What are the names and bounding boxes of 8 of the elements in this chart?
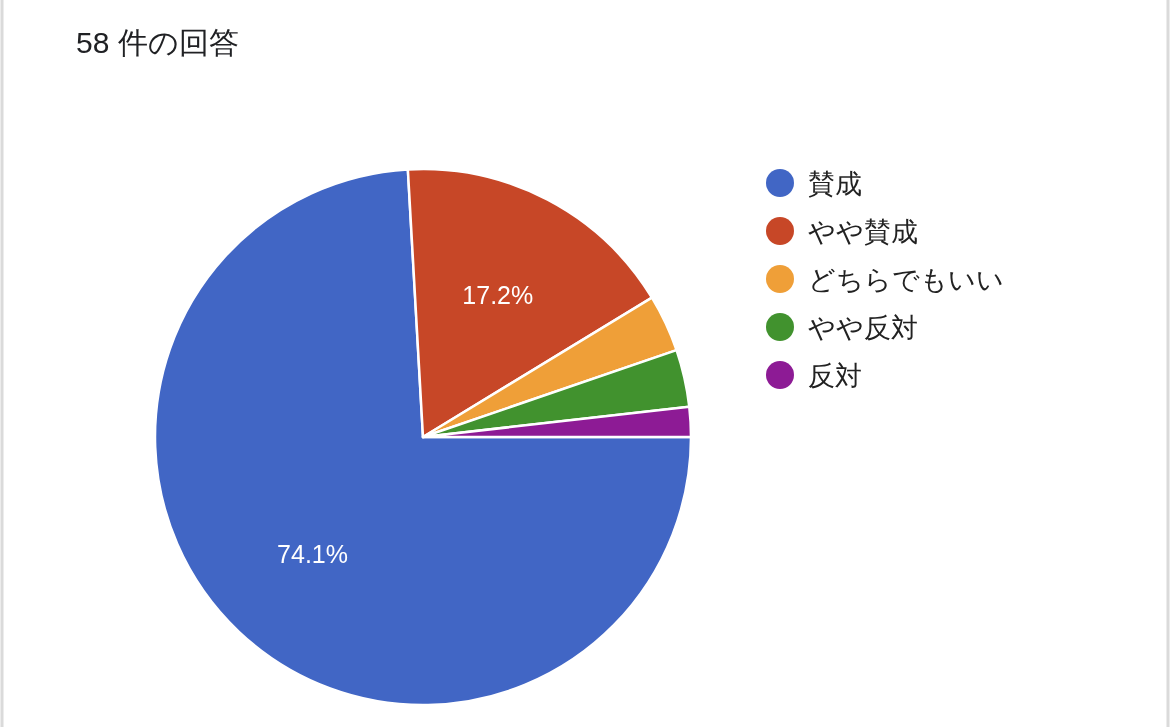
legend-label: やや反対	[808, 313, 918, 343]
legend-label: 反対	[808, 361, 862, 391]
data-label: 74.1%	[277, 539, 348, 568]
data-label: 17.2%	[462, 280, 534, 309]
legend-label: 賛成	[808, 169, 862, 199]
legend-label: どちらでもいい	[808, 265, 1004, 295]
legend-label: やや賛成	[808, 217, 918, 247]
chart-title: 58 件の回答	[76, 26, 239, 59]
